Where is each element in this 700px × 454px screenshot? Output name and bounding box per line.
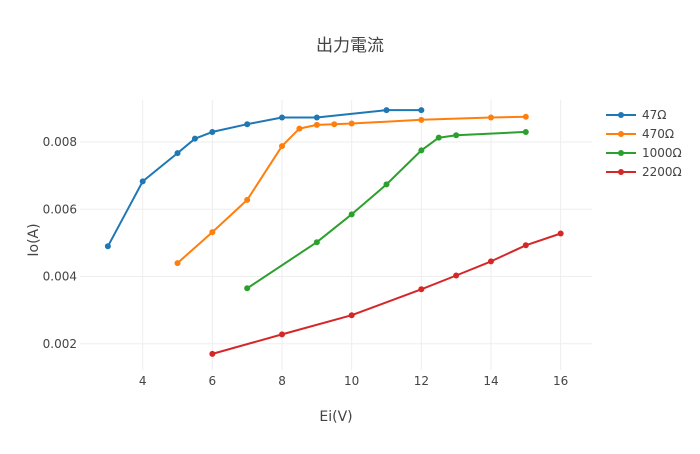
legend-label: 2200Ω (642, 165, 682, 179)
y-tick-label: 0.002 (43, 337, 77, 351)
y-tick-label: 0.006 (43, 202, 77, 216)
data-point[interactable] (348, 211, 355, 218)
series-0 (104, 107, 425, 250)
legend-label: 47Ω (642, 108, 666, 122)
data-point[interactable] (348, 312, 355, 319)
data-point[interactable] (331, 121, 338, 128)
legend-item[interactable]: 1000Ω (606, 146, 682, 160)
data-point[interactable] (418, 107, 425, 114)
data-point[interactable] (522, 242, 529, 249)
legend-swatch-marker (618, 112, 624, 118)
x-tick-label: 4 (139, 374, 147, 388)
data-point[interactable] (435, 134, 442, 141)
data-point[interactable] (244, 121, 251, 128)
legend-label: 470Ω (642, 127, 674, 141)
data-point[interactable] (313, 239, 320, 246)
data-point[interactable] (209, 350, 216, 357)
data-point[interactable] (296, 125, 303, 132)
x-tick-label: 14 (483, 374, 498, 388)
chart-title: 出力電流 (316, 36, 384, 56)
data-point[interactable] (418, 116, 425, 123)
legend-item[interactable]: 47Ω (606, 108, 666, 122)
data-point[interactable] (174, 260, 181, 267)
series-1 (174, 113, 529, 267)
axes: 4 6 8 10 12 14 16 0.002 0.004 0.006 0.008 (43, 135, 569, 388)
legend-label: 1000Ω (642, 146, 682, 160)
data-point[interactable] (279, 143, 286, 150)
data-point[interactable] (209, 128, 216, 135)
x-axis-title: Ei(V) (319, 409, 352, 425)
x-tick-label: 12 (414, 374, 429, 388)
data-point[interactable] (383, 181, 390, 188)
series-line (107, 109, 422, 247)
data-point[interactable] (174, 150, 181, 157)
series-line (212, 232, 562, 355)
y-tick-label: 0.004 (43, 270, 77, 284)
legend-swatch-marker (618, 169, 624, 175)
legend: 47Ω 470Ω 1000Ω 2200Ω (606, 108, 682, 179)
data-point[interactable] (418, 147, 425, 154)
data-point[interactable] (191, 135, 198, 142)
series-group (104, 107, 564, 357)
data-point[interactable] (487, 258, 494, 265)
x-tick-label: 6 (209, 374, 217, 388)
data-point[interactable] (453, 272, 460, 279)
legend-swatch-marker (618, 150, 624, 156)
data-point[interactable] (104, 243, 111, 250)
data-point[interactable] (453, 132, 460, 139)
y-tick-label: 0.008 (43, 135, 77, 149)
data-point[interactable] (244, 285, 251, 292)
data-point[interactable] (418, 286, 425, 293)
data-point[interactable] (487, 114, 494, 121)
series-3 (209, 230, 564, 357)
x-tick-label: 10 (344, 374, 359, 388)
x-tick-label: 16 (553, 374, 568, 388)
data-point[interactable] (139, 178, 146, 185)
data-point[interactable] (383, 107, 390, 114)
y-axis-title: Io(A) (26, 223, 42, 256)
data-point[interactable] (244, 196, 251, 203)
data-point[interactable] (313, 121, 320, 128)
legend-item[interactable]: 470Ω (606, 127, 674, 141)
data-point[interactable] (209, 229, 216, 236)
data-point[interactable] (522, 113, 529, 120)
legend-swatch-marker (618, 131, 624, 137)
x-tick-label: 8 (278, 374, 286, 388)
data-point[interactable] (279, 331, 286, 338)
data-point[interactable] (279, 114, 286, 121)
data-point[interactable] (522, 128, 529, 135)
data-point[interactable] (557, 230, 564, 237)
data-point[interactable] (348, 120, 355, 127)
data-point[interactable] (313, 114, 320, 121)
series-2 (244, 128, 529, 292)
legend-item[interactable]: 2200Ω (606, 165, 682, 179)
